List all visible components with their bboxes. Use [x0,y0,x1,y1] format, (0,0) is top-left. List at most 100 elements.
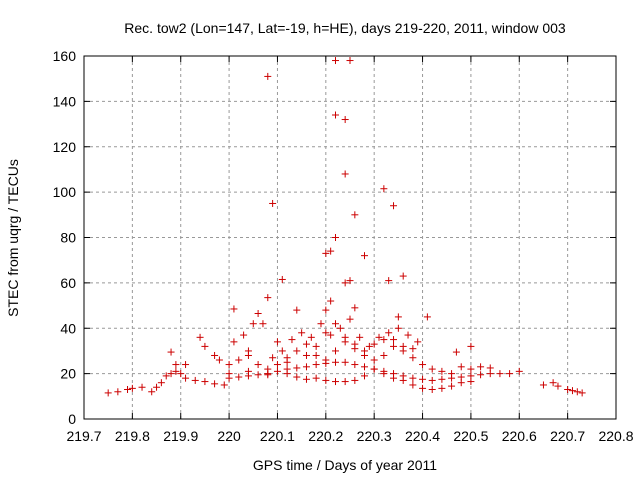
data-point [307,333,315,341]
y-axis-label: STEC from uqrg / TECUs [5,159,21,317]
data-point [104,389,112,397]
data-point [399,272,407,280]
data-point [302,363,310,371]
data-point [506,370,514,378]
y-tick-label: 60 [60,275,76,291]
data-point [539,381,547,389]
data-point [162,372,170,380]
x-tick-label: 220 [217,428,241,444]
data-point [370,365,378,373]
y-tick-label: 160 [53,48,77,64]
data-point [278,275,286,283]
data-point [235,356,243,364]
data-point [114,388,122,396]
data-point [225,361,233,369]
data-point [370,340,378,348]
data-point [312,342,320,350]
axis-ticks: 219.7 219.8 219.9 220 220.1 220.2 220.3 220.4 22… [53,48,634,444]
data-point [419,384,427,392]
data-point [182,361,190,369]
data-point [351,304,359,312]
data-point [341,358,349,366]
y-tick-label: 140 [53,93,77,109]
data-point [356,333,364,341]
data-point [346,315,354,323]
data-point [452,348,460,356]
data-point [249,320,257,328]
data-points [104,57,586,397]
data-point [201,342,209,350]
data-point [351,211,359,219]
data-point [554,382,562,390]
data-point [293,373,301,381]
data-point [390,342,398,350]
data-point [273,361,281,369]
data-point [240,331,248,339]
x-tick-label: 219.8 [115,428,150,444]
data-point [283,370,291,378]
data-point [370,356,378,364]
data-point [428,365,436,373]
data-point [269,199,277,207]
data-point [302,340,310,348]
y-tick-label: 80 [60,230,76,246]
data-point [220,381,228,389]
data-point [380,370,388,378]
data-point [312,361,320,369]
data-point [230,305,238,313]
data-point [341,378,349,386]
data-point [438,367,446,375]
chart-title: Rec. tow2 (Lon=147, Lat=-19, h=HE), days… [124,20,566,36]
data-point [361,372,369,380]
data-point [385,329,393,337]
data-point [564,386,572,394]
data-point [351,361,359,369]
data-point [331,358,339,366]
data-point [486,364,494,372]
data-point [293,347,301,355]
data-point [312,351,320,359]
data-point [167,370,175,378]
data-point [341,333,349,341]
data-point [157,379,165,387]
data-point [331,347,339,355]
data-point [409,381,417,389]
data-point [172,361,180,369]
data-point [254,310,262,318]
data-point [390,374,398,382]
data-point [322,329,330,337]
data-point [327,247,335,255]
data-point [254,371,262,379]
data-point [394,313,402,321]
data-point [196,333,204,341]
data-point [322,306,330,314]
data-point [409,345,417,353]
data-point [414,338,422,346]
data-point [428,386,436,394]
data-point [322,356,330,364]
data-point [549,379,557,387]
data-point [573,388,581,396]
data-point [365,342,373,350]
data-point [467,342,475,350]
data-point [477,363,485,371]
data-point [361,363,369,371]
data-point [264,371,272,379]
data-point [124,386,132,394]
data-point [361,252,369,260]
data-point [235,373,243,381]
data-point [283,358,291,366]
data-point [215,356,223,364]
data-point [336,324,344,332]
data-point [138,383,146,391]
data-point [390,336,398,344]
data-point [259,320,267,328]
data-point [409,374,417,382]
data-point [269,354,277,362]
data-point [278,347,286,355]
x-tick-label: 220.2 [308,428,343,444]
data-point [211,380,219,388]
data-point [293,306,301,314]
data-point [568,387,576,395]
